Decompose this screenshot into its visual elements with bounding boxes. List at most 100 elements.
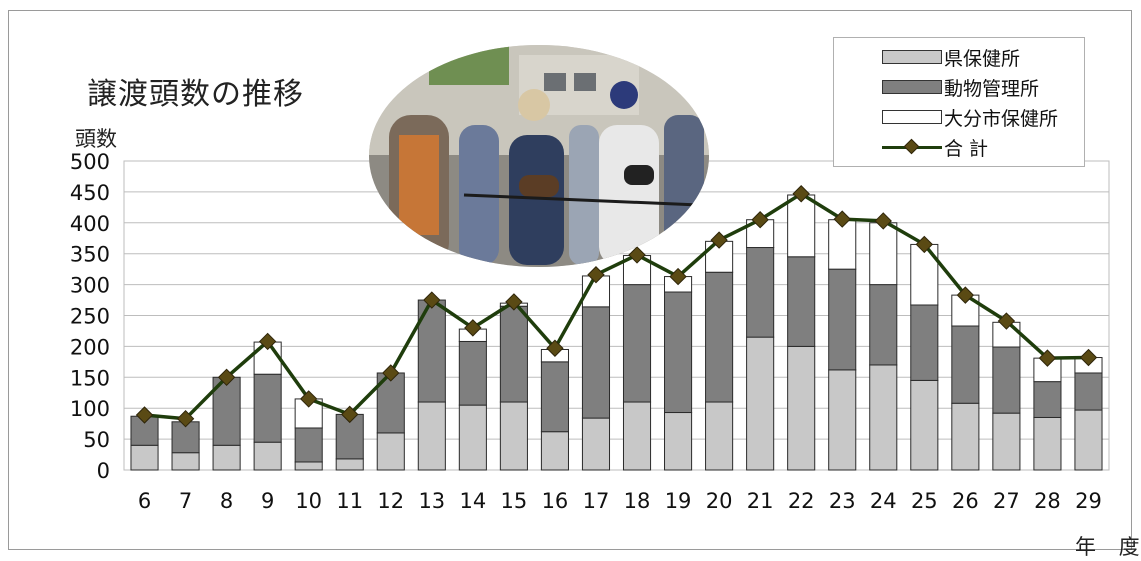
adoption-photo — [369, 45, 709, 267]
legend-label-prefecture: 県保健所 — [944, 47, 1021, 70]
x-tick-label-6: 6 — [138, 489, 151, 513]
bar-s0-21 — [746, 336, 775, 471]
bar-s1-27 — [992, 346, 1021, 414]
x-tick-label-14: 14 — [459, 489, 486, 513]
bar-s0-28 — [1033, 416, 1062, 471]
total-marker-19 — [669, 267, 687, 286]
total-marker-14 — [464, 319, 482, 337]
total-marker-23 — [833, 210, 851, 228]
total-marker-27 — [997, 312, 1016, 330]
legend-swatch-total — [882, 140, 942, 154]
total-marker-17 — [587, 266, 605, 284]
x-tick-label-22: 22 — [788, 489, 815, 513]
bar-s1-15 — [499, 305, 528, 403]
y-tick-label-10: 500 — [70, 150, 110, 174]
x-tick-label-7: 7 — [179, 489, 192, 513]
bar-s1-29 — [1074, 372, 1103, 411]
y-tick-label-1: 50 — [83, 428, 110, 452]
x-axis-label: 年 度 — [1075, 535, 1141, 559]
bar-s0-10 — [294, 461, 323, 471]
legend-label-oita-city: 大分市保健所 — [944, 107, 1059, 130]
total-marker-16 — [546, 339, 564, 357]
y-axis-label: 頭数 — [75, 127, 117, 151]
x-tick-label-19: 19 — [665, 489, 692, 513]
bar-s1-23 — [828, 268, 857, 371]
bar-s1-21 — [746, 247, 775, 338]
bar-s0-27 — [992, 412, 1021, 471]
bar-s2-24 — [869, 222, 898, 286]
y-tick-label-8: 400 — [70, 212, 110, 236]
x-tick-label-8: 8 — [220, 489, 233, 513]
total-marker-21 — [751, 211, 769, 229]
bar-s0-8 — [212, 444, 241, 471]
bar-s1-9 — [253, 373, 282, 443]
y-tick-label-3: 150 — [70, 366, 110, 390]
bar-s0-15 — [499, 401, 528, 471]
total-marker-9 — [258, 332, 277, 351]
bar-s1-18 — [622, 284, 652, 403]
bar-s0-25 — [910, 379, 939, 471]
total-marker-18 — [628, 246, 646, 264]
y-tick-label-2: 100 — [70, 397, 110, 421]
bar-s1-28 — [1033, 381, 1062, 418]
x-tick-label-21: 21 — [747, 489, 774, 513]
y-tick-label-7: 350 — [70, 243, 110, 267]
x-tick-label-27: 27 — [993, 489, 1020, 513]
bar-s0-22 — [787, 345, 816, 471]
total-marker-13 — [423, 291, 441, 309]
legend-item-oita-city: 大分市保健所 — [882, 103, 1058, 131]
x-tick-label-23: 23 — [829, 489, 856, 513]
y-tick-label-0: 0 — [97, 459, 110, 483]
bar-s2-22 — [787, 194, 816, 258]
chart-title: 譲渡頭数の推移 — [87, 77, 304, 112]
total-marker-6 — [135, 406, 154, 424]
x-tick-label-11: 11 — [336, 489, 363, 513]
y-tick-label-6: 300 — [70, 274, 110, 298]
legend-swatch-prefecture — [882, 50, 942, 64]
bar-s0-17 — [581, 417, 611, 471]
people-with-dogs-photo-icon — [369, 45, 709, 267]
total-marker-22 — [792, 185, 810, 203]
total-marker-28 — [1038, 349, 1057, 367]
bar-s0-16 — [540, 431, 569, 471]
bar-s0-14 — [458, 404, 487, 471]
bar-s1-19 — [664, 291, 693, 414]
x-tick-label-12: 12 — [377, 489, 404, 513]
total-marker-7 — [176, 409, 195, 428]
bar-s0-13 — [417, 401, 446, 471]
y-tick-label-9: 450 — [70, 181, 110, 205]
bar-s1-17 — [581, 306, 611, 419]
x-tick-label-17: 17 — [583, 489, 610, 513]
bar-s1-20 — [705, 271, 734, 403]
x-tick-label-18: 18 — [624, 489, 651, 513]
total-line — [144, 192, 1089, 421]
legend-label-total: 合 計 — [944, 137, 989, 160]
bar-s0-19 — [664, 412, 693, 471]
x-tick-label-24: 24 — [870, 489, 897, 513]
x-tick-label-15: 15 — [501, 489, 528, 513]
x-tick-label-16: 16 — [542, 489, 569, 513]
x-tick-label-25: 25 — [911, 489, 938, 513]
total-marker-10 — [299, 390, 318, 408]
bar-s1-22 — [787, 256, 816, 347]
bar-s0-26 — [951, 402, 980, 471]
legend-label-animal-center: 動物管理所 — [944, 77, 1040, 100]
bar-s0-18 — [622, 401, 652, 471]
legend-swatch-oita-city — [882, 110, 942, 124]
bar-s0-12 — [376, 432, 405, 471]
bar-s1-26 — [951, 325, 980, 404]
x-tick-label-28: 28 — [1034, 489, 1061, 513]
bar-s0-23 — [828, 369, 857, 471]
bar-s1-14 — [458, 340, 487, 406]
total-marker-29 — [1079, 348, 1098, 367]
total-marker-24 — [874, 212, 892, 230]
chart-svg: 0 50 100 150 200 250 300 350 400 450 500 6 7 8 9 10 11 12… — [70, 150, 1110, 513]
bar-s0-6 — [130, 444, 159, 471]
x-tick-label-9: 9 — [261, 489, 274, 513]
bar-s1-16 — [540, 361, 569, 433]
x-tick-label-10: 10 — [295, 489, 322, 513]
y-tick-label-4: 200 — [70, 335, 110, 359]
bar-s0-9 — [253, 441, 282, 471]
total-marker-12 — [382, 364, 400, 382]
total-marker-20 — [710, 231, 728, 249]
